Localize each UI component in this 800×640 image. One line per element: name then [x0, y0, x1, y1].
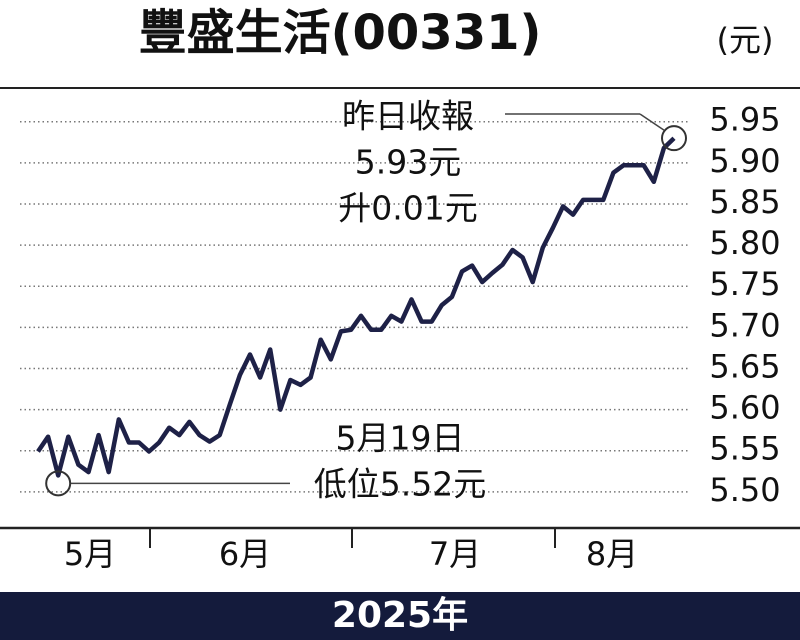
- low-marker: [45, 470, 72, 497]
- annotation: 低位5.52元: [314, 465, 486, 504]
- y-tick-label: 5.80: [709, 224, 780, 262]
- annotation: 升0.01元: [338, 189, 477, 228]
- y-tick-label: 5.65: [709, 347, 780, 385]
- leader-line: [639, 113, 665, 131]
- high-marker: [661, 125, 687, 152]
- y-tick-label: 5.85: [709, 183, 780, 221]
- x-tick-label: 8月: [586, 535, 638, 573]
- chart-title: 豐盛生活(00331): [139, 5, 542, 61]
- y-tick-label: 5.55: [709, 430, 780, 468]
- annotation: 昨日收報: [342, 97, 474, 136]
- x-tick-label: 5月: [64, 535, 116, 573]
- y-tick-label: 5.75: [709, 265, 780, 303]
- x-tick-label: 6月: [219, 535, 271, 573]
- y-tick-label: 5.95: [709, 101, 780, 139]
- x-tick-label: 7月: [429, 535, 481, 573]
- annotation: 5月19日: [336, 419, 465, 458]
- unit-label: (元): [717, 21, 774, 59]
- footer-band: [0, 592, 800, 640]
- price-line: [36, 136, 676, 478]
- y-tick-label: 5.90: [709, 142, 780, 180]
- footer-year: 2025年: [332, 595, 468, 636]
- y-tick-label: 5.70: [709, 306, 780, 344]
- y-tick-label: 5.60: [709, 389, 780, 427]
- y-tick-label: 5.50: [709, 471, 780, 509]
- annotation: 5.93元: [355, 143, 461, 182]
